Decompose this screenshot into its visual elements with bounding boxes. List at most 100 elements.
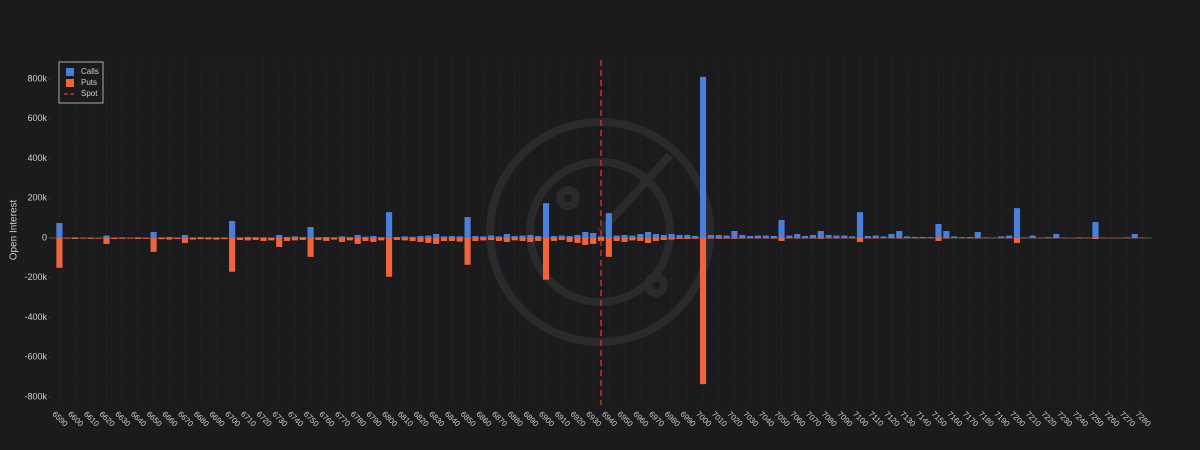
- bar: [1029, 235, 1036, 238]
- y-tick-label: -400k: [24, 312, 47, 322]
- bar: [417, 235, 424, 238]
- bar: [590, 237, 597, 244]
- bar: [535, 235, 542, 238]
- bar: [260, 237, 267, 241]
- y-tick-label: -200k: [24, 272, 47, 282]
- bar: [731, 231, 738, 238]
- bar: [252, 237, 259, 238]
- bar: [252, 237, 259, 240]
- bar: [660, 237, 667, 240]
- bar: [739, 234, 746, 238]
- bar: [464, 217, 471, 238]
- bar: [299, 237, 306, 240]
- bar: [205, 237, 212, 238]
- bar: [72, 237, 79, 239]
- bar: [291, 237, 298, 241]
- bar: [362, 237, 369, 241]
- bar: [511, 237, 518, 241]
- legend-swatch: [66, 68, 74, 76]
- bar: [181, 234, 189, 238]
- bar: [480, 237, 487, 241]
- bar: [401, 237, 408, 241]
- bar: [582, 232, 589, 238]
- bar: [919, 236, 926, 238]
- bar: [535, 237, 542, 241]
- legend-label: Calls: [81, 67, 99, 76]
- bar: [331, 237, 338, 240]
- bar: [260, 237, 267, 238]
- y-tick-label: 200k: [27, 193, 47, 203]
- bar: [472, 235, 479, 238]
- bar: [307, 227, 314, 238]
- bar: [417, 237, 424, 242]
- bar: [566, 237, 573, 242]
- y-tick-label: 800k: [27, 73, 47, 83]
- bar: [809, 237, 816, 239]
- bar: [189, 237, 196, 238]
- bar: [605, 213, 612, 238]
- bar: [386, 212, 393, 238]
- bar: [982, 237, 989, 238]
- bar: [495, 236, 503, 238]
- bar: [668, 237, 675, 240]
- bar: [331, 237, 338, 238]
- bar: [456, 237, 463, 242]
- bar: [778, 237, 785, 241]
- bar: [1076, 237, 1083, 238]
- bar: [119, 237, 126, 238]
- bar: [103, 237, 110, 244]
- bar: [64, 237, 71, 239]
- bar: [299, 236, 306, 238]
- bar: [268, 237, 275, 241]
- y-tick-label: 0: [42, 232, 47, 242]
- bar: [440, 237, 448, 241]
- bar: [754, 235, 762, 238]
- bar: [856, 212, 864, 238]
- bar: [1021, 237, 1028, 238]
- bar: [221, 237, 228, 240]
- legend-swatch: [66, 79, 74, 87]
- legend-label: Spot: [81, 89, 98, 98]
- bar: [684, 234, 691, 238]
- bar: [629, 235, 636, 238]
- bar: [464, 237, 471, 265]
- bar: [346, 237, 353, 241]
- bar: [841, 235, 848, 238]
- bar: [723, 235, 730, 238]
- bar: [558, 235, 565, 238]
- bar: [597, 237, 605, 241]
- bar: [652, 233, 660, 238]
- bar: [707, 237, 714, 239]
- bar: [582, 237, 589, 245]
- bar: [770, 237, 777, 239]
- bar: [166, 236, 173, 238]
- bar: [95, 237, 102, 239]
- bar: [307, 237, 314, 257]
- bar: [480, 236, 487, 238]
- bar: [448, 237, 455, 241]
- bar: [488, 235, 495, 238]
- bar: [56, 223, 63, 238]
- bar: [370, 235, 377, 238]
- bar: [1013, 237, 1021, 243]
- bar: [590, 232, 597, 238]
- bar: [715, 234, 722, 238]
- bar: [652, 237, 660, 241]
- bar: [911, 236, 919, 238]
- bar: [229, 237, 236, 272]
- bar: [1013, 208, 1021, 238]
- bar: [888, 233, 895, 238]
- bar: [668, 233, 675, 238]
- bar: [378, 237, 385, 238]
- bar: [904, 236, 911, 238]
- bar: [158, 237, 165, 240]
- bar: [849, 236, 856, 238]
- bar: [825, 234, 832, 238]
- bar: [974, 232, 981, 238]
- bar: [770, 235, 777, 238]
- bar: [166, 237, 173, 240]
- bar: [998, 236, 1005, 238]
- bar: [935, 224, 942, 238]
- bar: [629, 237, 636, 241]
- bar: [189, 237, 196, 240]
